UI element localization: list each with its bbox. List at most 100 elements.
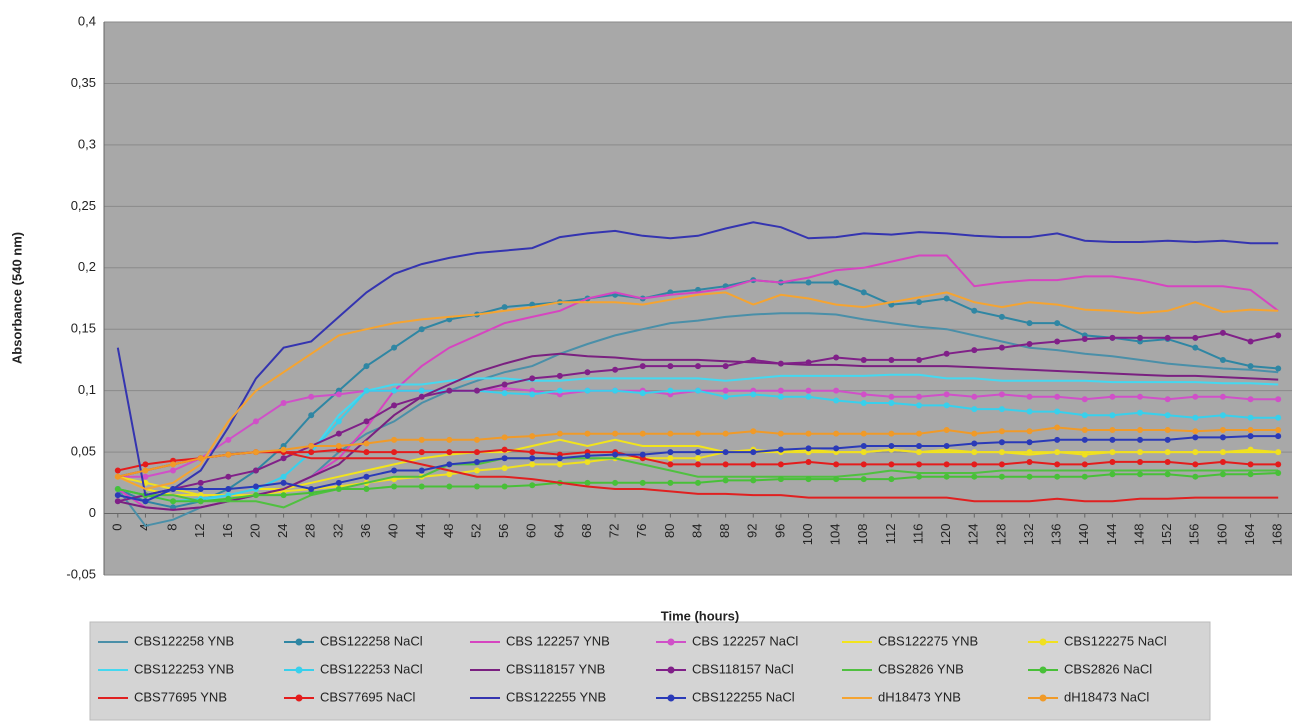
series-marker xyxy=(777,461,784,468)
series-marker xyxy=(612,387,619,394)
series-marker xyxy=(777,446,784,453)
series-marker xyxy=(501,455,508,462)
legend-label: dH18473 NaCl xyxy=(1064,689,1149,704)
series-marker xyxy=(833,397,840,404)
series-marker xyxy=(280,399,287,406)
series-marker xyxy=(584,452,591,459)
series-marker xyxy=(612,479,619,486)
series-marker xyxy=(391,483,398,490)
series-marker xyxy=(777,387,784,394)
series-marker xyxy=(584,369,591,376)
series-marker xyxy=(777,430,784,437)
series-marker xyxy=(280,492,287,499)
series-marker xyxy=(1164,396,1171,403)
series-marker xyxy=(1247,338,1254,345)
series-marker xyxy=(363,473,370,480)
series-marker xyxy=(391,436,398,443)
series-marker xyxy=(1192,393,1199,400)
x-tick-label: 36 xyxy=(358,524,373,538)
series-marker xyxy=(501,483,508,490)
series-marker xyxy=(308,485,315,492)
series-marker xyxy=(170,467,177,474)
series-marker xyxy=(1081,426,1088,433)
series-marker xyxy=(170,485,177,492)
series-marker xyxy=(833,354,840,361)
series-marker xyxy=(1054,393,1061,400)
legend-label: CBS77695 NaCl xyxy=(320,689,415,704)
legend-label: CBS2826 YNB xyxy=(878,661,964,676)
series-marker xyxy=(833,461,840,468)
series-marker xyxy=(335,485,342,492)
legend-marker xyxy=(1039,638,1047,646)
x-tick-label: 132 xyxy=(1021,524,1036,546)
x-tick-label: 68 xyxy=(579,524,594,538)
series-marker xyxy=(1054,461,1061,468)
series-marker xyxy=(1164,426,1171,433)
series-marker xyxy=(529,461,536,468)
series-marker xyxy=(1219,329,1226,336)
y-tick-label: 0,3 xyxy=(78,136,96,151)
series-marker xyxy=(639,363,646,370)
series-marker xyxy=(142,473,149,480)
series-marker xyxy=(722,449,729,456)
series-marker xyxy=(998,473,1005,480)
series-marker xyxy=(1109,471,1116,478)
series-marker xyxy=(446,449,453,456)
series-marker xyxy=(335,391,342,398)
x-tick-label: 104 xyxy=(828,524,843,546)
series-marker xyxy=(916,449,923,456)
legend-label: dH18473 YNB xyxy=(878,689,961,704)
series-marker xyxy=(529,449,536,456)
x-tick-label: 92 xyxy=(745,524,760,538)
series-marker xyxy=(446,461,453,468)
series-marker xyxy=(750,391,757,398)
series-marker xyxy=(1109,426,1116,433)
series-marker xyxy=(1026,449,1033,456)
series-marker xyxy=(1247,446,1254,453)
series-marker xyxy=(612,451,619,458)
series-marker xyxy=(695,449,701,456)
series-marker xyxy=(1054,449,1061,456)
y-tick-label: 0,05 xyxy=(71,444,96,459)
series-marker xyxy=(308,412,315,419)
x-tick-label: 112 xyxy=(883,524,898,545)
series-marker xyxy=(1109,458,1116,465)
series-marker xyxy=(833,387,840,394)
series-marker xyxy=(1026,320,1033,327)
series-marker xyxy=(805,387,812,394)
series-marker xyxy=(363,363,370,370)
series-marker xyxy=(1081,473,1088,480)
series-marker xyxy=(667,455,674,462)
legend-label: CBS2826 NaCl xyxy=(1064,661,1152,676)
series-marker xyxy=(1219,449,1226,456)
legend-marker xyxy=(667,694,675,702)
series-marker xyxy=(639,430,646,437)
series-marker xyxy=(335,418,342,425)
series-marker xyxy=(1275,426,1282,433)
x-axis-title: Time (hours) xyxy=(661,608,740,623)
series-marker xyxy=(750,428,757,435)
x-tick-label: 64 xyxy=(551,524,566,538)
series-marker xyxy=(1026,393,1033,400)
series-marker xyxy=(1026,428,1033,435)
series-marker xyxy=(1219,412,1226,419)
series-marker xyxy=(225,436,232,443)
x-tick-label: 88 xyxy=(717,524,732,538)
series-marker xyxy=(308,393,315,400)
series-marker xyxy=(114,485,121,492)
series-marker xyxy=(943,461,950,468)
x-tick-label: 136 xyxy=(1049,524,1064,546)
series-marker xyxy=(943,295,950,302)
legend-label: CBS122275 YNB xyxy=(878,633,978,648)
series-marker xyxy=(916,402,923,409)
series-marker xyxy=(998,344,1005,351)
series-marker xyxy=(639,451,646,458)
series-marker xyxy=(943,350,950,357)
series-marker xyxy=(225,495,232,502)
series-marker xyxy=(1247,396,1254,403)
x-tick-label: 116 xyxy=(910,524,925,545)
series-marker xyxy=(1054,436,1061,443)
series-marker xyxy=(667,479,674,486)
series-marker xyxy=(667,363,674,370)
